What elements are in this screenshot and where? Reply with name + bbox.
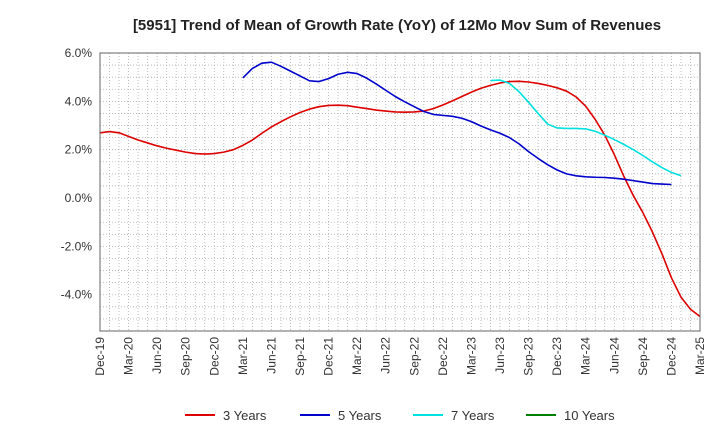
series-line-7-years bbox=[490, 79, 682, 177]
chart-title: [5951] Trend of Mean of Growth Rate (YoY… bbox=[133, 17, 661, 34]
x-tick-label: Jun-23 bbox=[493, 337, 507, 374]
x-tick-label: Sep-20 bbox=[179, 337, 193, 376]
series-line-3-years bbox=[99, 80, 701, 318]
x-tick-label: Dec-21 bbox=[322, 337, 336, 376]
plot-border bbox=[99, 52, 701, 332]
series-group bbox=[99, 61, 701, 318]
x-tick-label: Dec-23 bbox=[550, 337, 564, 376]
x-tick-labels: Dec-19 Mar-20 Jun-20 Sep-20 Dec-20 Mar-21 Jun-… bbox=[93, 337, 707, 376]
x-tick-label: Dec-19 bbox=[93, 337, 107, 376]
x-tick-label: Jun-24 bbox=[607, 337, 621, 374]
legend-label-5-years: 5 Years bbox=[338, 408, 382, 423]
x-tick-label: Sep-23 bbox=[522, 337, 536, 376]
y-tick-label: -4.0% bbox=[61, 288, 93, 302]
y-tick-label: -2.0% bbox=[61, 239, 93, 253]
x-tick-label: Mar-20 bbox=[122, 337, 136, 375]
x-tick-label: Mar-25 bbox=[693, 337, 707, 375]
x-tick-label: Sep-21 bbox=[293, 337, 307, 376]
legend-label-3-years: 3 Years bbox=[223, 408, 267, 423]
x-tick-label: Mar-23 bbox=[464, 337, 478, 375]
x-tick-label: Mar-24 bbox=[579, 337, 593, 375]
x-tick-label: Jun-20 bbox=[150, 337, 164, 374]
x-tick-label: Sep-24 bbox=[636, 337, 650, 376]
x-tick-label: Mar-21 bbox=[236, 337, 250, 375]
legend-label-10-years: 10 Years bbox=[564, 408, 615, 423]
x-tick-label: Jun-21 bbox=[264, 337, 278, 374]
x-tick-label: Mar-22 bbox=[350, 337, 364, 375]
x-tick-label: Dec-20 bbox=[207, 337, 221, 376]
x-tick-label: Dec-22 bbox=[436, 337, 450, 376]
legend-label-7-years: 7 Years bbox=[451, 408, 495, 423]
series-line-5-years bbox=[242, 61, 672, 186]
gridlines bbox=[100, 52, 700, 332]
plot-area bbox=[100, 53, 700, 331]
y-tick-label: 2.0% bbox=[65, 143, 93, 157]
y-tick-labels: 6.0% 4.0% 2.0% 0.0% -2.0% -4.0% bbox=[61, 46, 93, 302]
x-tick-label: Dec-24 bbox=[664, 337, 678, 376]
y-tick-label: 0.0% bbox=[65, 191, 93, 205]
legend: 3 Years 5 Years 7 Years 10 Years bbox=[185, 408, 615, 423]
x-tick-label: Jun-22 bbox=[379, 337, 393, 374]
x-tick-label: Sep-22 bbox=[407, 337, 421, 376]
y-tick-label: 4.0% bbox=[65, 94, 93, 108]
y-tick-label: 6.0% bbox=[65, 46, 93, 60]
